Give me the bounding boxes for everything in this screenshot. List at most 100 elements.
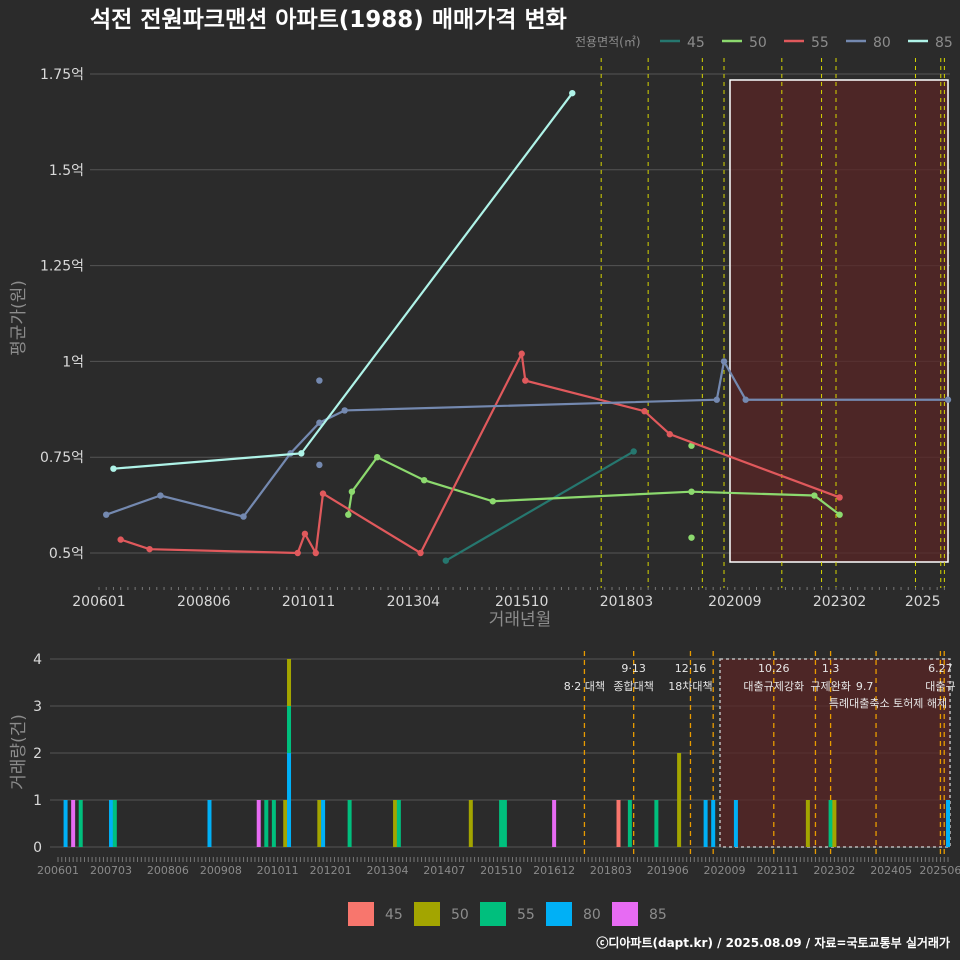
- data-point-50: [420, 476, 428, 484]
- data-point-45: [630, 448, 637, 455]
- data-point-50: [345, 511, 352, 518]
- volume-x-tick-label: 201906: [647, 864, 689, 877]
- volume-bar-55: [78, 800, 83, 847]
- legend-label-85: 85: [649, 907, 667, 923]
- volume-bar-85: [552, 800, 557, 847]
- legend-label-50: 50: [451, 907, 469, 923]
- legend-label-45: 45: [687, 35, 705, 51]
- volume-bar-55: [499, 800, 504, 847]
- policy-label: 특례대출축소 토허제 해제: [829, 696, 947, 710]
- data-point-55: [522, 377, 529, 384]
- volume-y-tick-label: 3: [33, 699, 42, 715]
- data-point-55: [417, 549, 424, 557]
- policy-label: 12·16: [675, 662, 707, 675]
- policy-label: 규제완화: [810, 680, 850, 693]
- volume-bar-55: [287, 706, 292, 753]
- data-point-55: [117, 536, 124, 543]
- y-tick-label: 1.25억: [40, 259, 84, 275]
- data-point-50: [836, 511, 843, 518]
- volume-bar-55: [627, 800, 632, 847]
- data-point-50: [373, 454, 381, 461]
- volume-bar-80: [711, 800, 716, 847]
- bottom-legend: 45 50 55 80 85: [348, 902, 667, 926]
- volume-x-tick-label: 201407: [423, 864, 465, 877]
- volume-x-tick-label: 201612: [533, 864, 575, 877]
- volume-x-tick-label: 202009: [704, 864, 746, 877]
- data-point-55: [666, 431, 674, 438]
- volume-y-tick-label: 2: [33, 746, 42, 762]
- data-point-50: [348, 488, 356, 495]
- data-point-55: [312, 549, 319, 557]
- data-point-85: [569, 89, 576, 97]
- data-point-45: [442, 557, 450, 564]
- policy-label: 1.3: [822, 662, 840, 675]
- legend-swatch-55: [480, 902, 506, 926]
- data-point-80: [720, 358, 728, 365]
- y-tick-label: 1억: [62, 354, 84, 370]
- volume-bar-80: [321, 800, 326, 847]
- volume-bar-80: [703, 800, 708, 847]
- data-point-50: [489, 498, 496, 505]
- volume-bar-55: [502, 800, 507, 847]
- data-point-85: [110, 465, 117, 472]
- volume-x-tick-label: 201011: [257, 864, 299, 877]
- legend-label-45: 45: [385, 907, 403, 923]
- legend-label-55: 55: [517, 907, 535, 923]
- legend-swatch-85: [612, 902, 638, 926]
- volume-bar-55: [828, 800, 833, 847]
- volume-bar-50: [805, 800, 810, 847]
- volume-bar-55: [654, 800, 659, 847]
- data-point-80: [240, 513, 247, 520]
- volume-y-tick-label: 1: [33, 793, 42, 809]
- series-line-80: [105, 358, 948, 518]
- volume-bar-80: [109, 800, 114, 847]
- data-point-80: [713, 396, 720, 403]
- policy-label: 대출규제강화: [743, 680, 804, 693]
- y-tick-label: 0.75억: [40, 450, 84, 466]
- volume-bar-50: [677, 753, 682, 847]
- legend-label-80: 80: [583, 907, 601, 923]
- legend-label-85: 85: [935, 35, 953, 51]
- price-line-chart: 0.5억 0.75억 1억 1.25억 1.5억 1.75억 200601 200806 201…: [40, 55, 952, 610]
- volume-bar-50: [832, 800, 837, 847]
- x-tick-label: 200806: [177, 594, 231, 610]
- volume-x-tick-label: 201510: [480, 864, 522, 877]
- volume-bar-85: [256, 800, 261, 847]
- x-tick-label: 201803: [600, 594, 653, 610]
- data-point-80: [316, 419, 323, 426]
- highlight-box: [729, 79, 949, 563]
- volume-bar-50: [317, 800, 322, 847]
- volume-x-tick-label: 200703: [90, 864, 132, 877]
- volume-bar-50: [468, 800, 473, 847]
- x-tick-label: 201011: [282, 594, 335, 610]
- data-point-50: [688, 534, 695, 541]
- y-tick-label: 1.5억: [49, 163, 84, 179]
- volume-bar-50: [287, 659, 292, 706]
- policy-label: 10.26: [758, 662, 790, 675]
- volume-x-tick-label: 202111: [757, 864, 799, 877]
- legend-swatch-50: [414, 902, 440, 926]
- data-point-80: [316, 461, 323, 469]
- data-point-55: [146, 545, 153, 553]
- data-point-55: [319, 490, 327, 497]
- volume-x-tick-label: 201201: [310, 864, 352, 877]
- data-point-80: [742, 396, 749, 403]
- volume-y-tick-label: 4: [33, 652, 42, 668]
- volume-x-tick-label: 200806: [147, 864, 189, 877]
- data-point-55: [641, 408, 648, 415]
- data-point-50: [811, 492, 818, 499]
- x-tick-label: 201510: [495, 594, 548, 610]
- y-tick-label: 1.75억: [40, 67, 84, 83]
- volume-bar-80: [287, 753, 292, 847]
- volume-x-tick-label: 200908: [200, 864, 242, 877]
- policy-label: 종합대책: [613, 680, 653, 693]
- data-point-55: [836, 494, 843, 501]
- policy-label: 대출규: [925, 680, 955, 693]
- x-tick-label: 202302: [813, 594, 866, 610]
- volume-bar-55: [347, 800, 352, 847]
- x-tick-label: 201304: [387, 594, 441, 610]
- volume-x-tick-label: 202302: [813, 864, 855, 877]
- policy-label: 9·13: [621, 662, 646, 675]
- volume-x-tick-label: 201803: [590, 864, 632, 877]
